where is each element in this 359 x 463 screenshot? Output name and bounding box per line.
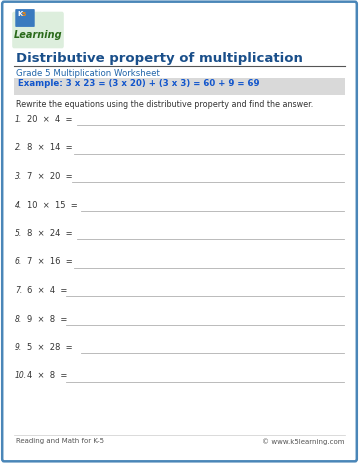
Text: 10.: 10. xyxy=(15,371,27,381)
Text: Grade 5 Multiplication Worksheet: Grade 5 Multiplication Worksheet xyxy=(16,69,160,78)
Text: 8  ×  24  =: 8 × 24 = xyxy=(27,229,73,238)
FancyBboxPatch shape xyxy=(15,9,35,27)
Text: 5.: 5. xyxy=(15,229,22,238)
Text: 2.: 2. xyxy=(15,144,22,152)
Text: 7.: 7. xyxy=(15,286,22,295)
Text: 5  ×  28  =: 5 × 28 = xyxy=(27,343,73,352)
Text: Learning: Learning xyxy=(14,30,62,40)
Text: 8.: 8. xyxy=(15,314,22,324)
Text: 6.: 6. xyxy=(15,257,22,267)
Text: Rewrite the equations using the distributive property and find the answer.: Rewrite the equations using the distribu… xyxy=(16,100,313,109)
Bar xyxy=(14,78,345,95)
Text: Reading and Math for K-5: Reading and Math for K-5 xyxy=(16,438,104,444)
Text: 9.: 9. xyxy=(15,343,22,352)
Text: 7  ×  16  =: 7 × 16 = xyxy=(27,257,73,267)
Text: 4  ×  8  =: 4 × 8 = xyxy=(27,371,67,381)
Text: K: K xyxy=(17,11,22,17)
Text: 6  ×  4  =: 6 × 4 = xyxy=(27,286,67,295)
Text: 10  ×  15  =: 10 × 15 = xyxy=(27,200,78,209)
Text: 3.: 3. xyxy=(15,172,22,181)
FancyBboxPatch shape xyxy=(12,12,64,48)
Text: 1.: 1. xyxy=(15,115,22,124)
Text: Distributive property of multiplication: Distributive property of multiplication xyxy=(16,52,303,65)
Text: 8  ×  14  =: 8 × 14 = xyxy=(27,144,73,152)
Text: 7  ×  20  =: 7 × 20 = xyxy=(27,172,73,181)
Text: Example: 3 x 23 = (3 x 20) + (3 x 3) = 60 + 9 = 69: Example: 3 x 23 = (3 x 20) + (3 x 3) = 6… xyxy=(18,79,260,88)
Text: 9  ×  8  =: 9 × 8 = xyxy=(27,314,67,324)
Text: 5: 5 xyxy=(22,12,26,17)
Text: © www.k5learning.com: © www.k5learning.com xyxy=(261,438,344,444)
Text: 4.: 4. xyxy=(15,200,22,209)
Text: 20  ×  4  =: 20 × 4 = xyxy=(27,115,73,124)
